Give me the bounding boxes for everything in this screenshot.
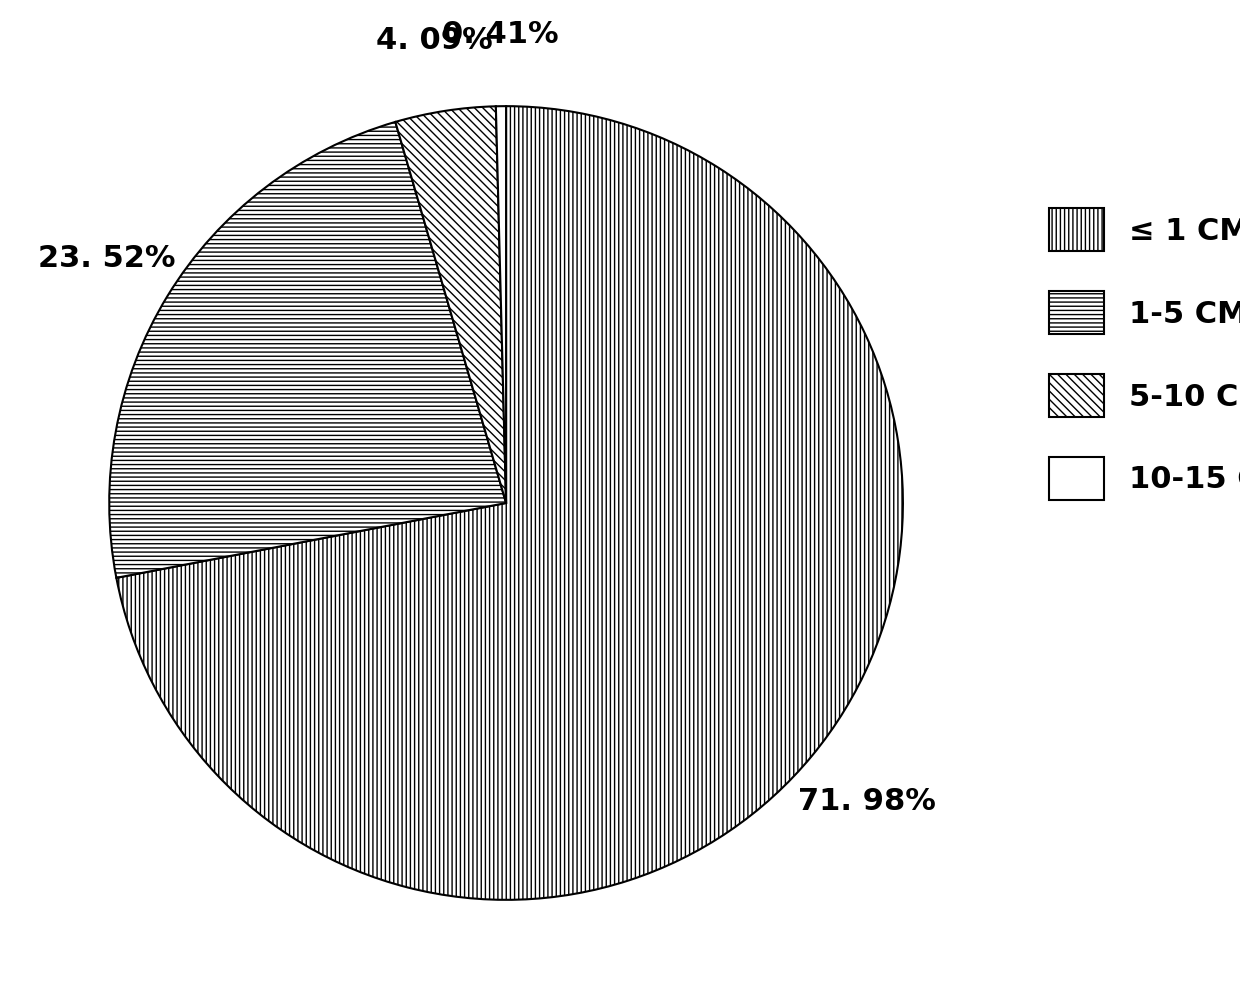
Wedge shape [117, 107, 903, 899]
Text: 0. 41%: 0. 41% [441, 20, 558, 49]
Text: 23. 52%: 23. 52% [38, 244, 175, 273]
Legend: ≤ 1 СМН, 1-5 СМН, 5-10 СМН, 10-15 СМН: ≤ 1 СМН, 1-5 СМН, 5-10 СМН, 10-15 СМН [1037, 196, 1240, 512]
Text: 71. 98%: 71. 98% [799, 787, 936, 816]
Text: 4. 09%: 4. 09% [376, 26, 492, 54]
Wedge shape [496, 107, 506, 503]
Wedge shape [109, 122, 506, 577]
Wedge shape [396, 107, 506, 503]
